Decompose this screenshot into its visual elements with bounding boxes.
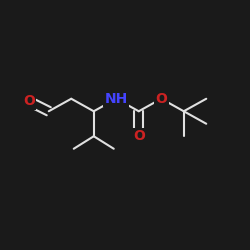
Text: O: O <box>23 94 35 108</box>
Text: O: O <box>133 129 145 143</box>
Text: NH: NH <box>104 92 128 106</box>
Text: O: O <box>155 92 167 106</box>
